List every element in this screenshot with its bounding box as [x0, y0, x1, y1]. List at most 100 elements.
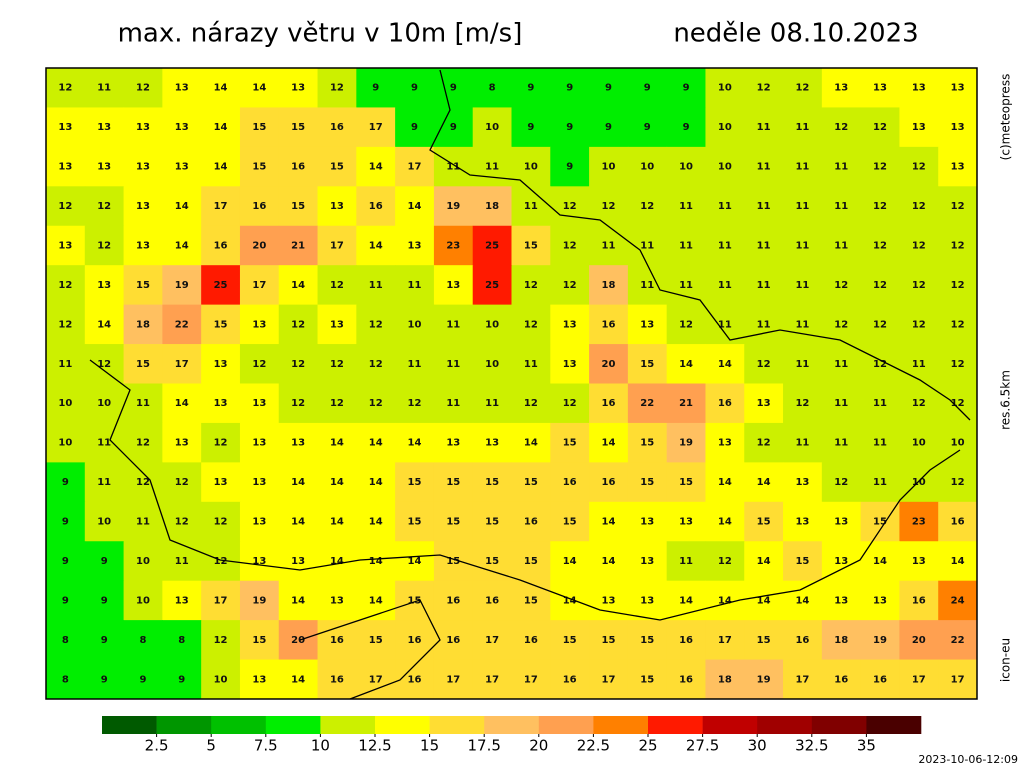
map-cell [550, 383, 590, 424]
map-cell [433, 501, 474, 542]
map-cell [278, 383, 319, 424]
cell-value: 12 [951, 240, 965, 251]
cell-value: 13 [136, 122, 150, 133]
map-cell [821, 580, 862, 621]
cell-value: 10 [485, 122, 499, 133]
cell-value: 13 [408, 240, 422, 251]
cell-value: 16 [679, 674, 693, 685]
cell-value: 17 [524, 674, 538, 685]
cell-value: 16 [602, 319, 616, 330]
cell-value: 12 [951, 359, 965, 370]
map-cell [395, 146, 435, 187]
cell-value: 11 [795, 319, 809, 330]
cell-value: 18 [136, 319, 150, 330]
map-cell [84, 501, 125, 542]
map-cell [744, 501, 784, 542]
map-cell [511, 541, 551, 582]
cell-value: 12 [912, 162, 926, 173]
cell-value: 16 [408, 635, 422, 646]
cell-value: 25 [214, 280, 228, 291]
cell-value: 13 [330, 201, 344, 212]
cell-value: 11 [485, 398, 499, 409]
cell-value: 18 [485, 201, 499, 212]
map-cell [356, 225, 396, 266]
cell-value: 9 [411, 122, 418, 133]
map-cell [433, 422, 474, 463]
cell-value: 13 [873, 83, 887, 94]
map-cell [472, 344, 512, 384]
map-cell [938, 383, 978, 424]
map-cell [84, 383, 125, 424]
map-cell [705, 344, 745, 384]
map-cell [472, 541, 512, 582]
map-cell [239, 265, 280, 306]
cell-value: 11 [446, 162, 460, 173]
map-cell [123, 225, 163, 266]
cell-value: 12 [136, 83, 150, 94]
map-cell [783, 344, 823, 384]
map-cell [46, 620, 86, 661]
map-cell [511, 659, 551, 700]
map-cell [589, 344, 629, 384]
cell-value: 12 [330, 83, 344, 94]
cell-value: 11 [834, 398, 848, 409]
map-cell [666, 541, 706, 582]
map-cell [472, 620, 512, 661]
resolution: res.6.5km [999, 370, 1013, 430]
cell-value: 13 [912, 122, 926, 133]
map-cell [783, 659, 823, 700]
map-cell [84, 304, 125, 345]
map-cell [239, 225, 280, 266]
map-cell [472, 422, 512, 463]
borders [89, 69, 971, 700]
cell-value: 11 [175, 556, 189, 567]
cell-value: 9 [139, 674, 146, 685]
cell-value: 9 [644, 83, 651, 94]
cell-value: 16 [330, 122, 344, 133]
cell-value: 8 [178, 635, 185, 646]
cell-value: 13 [951, 83, 965, 94]
map-cell [201, 225, 241, 266]
cell-value: 16 [214, 240, 228, 251]
colorbar-bin [702, 716, 758, 734]
cell-value: 11 [757, 240, 771, 251]
map-cell [589, 462, 629, 503]
cell-value: 14 [291, 674, 305, 685]
cell-value: 12 [912, 398, 926, 409]
cell-value: 15 [563, 517, 577, 528]
map-cell [705, 265, 745, 306]
cell-value: 22 [951, 635, 965, 646]
map-cell [162, 225, 202, 266]
map-cell [938, 462, 978, 503]
cell-value: 13 [252, 517, 266, 528]
cell-value: 11 [834, 201, 848, 212]
cell-value: 17 [795, 674, 809, 685]
cell-value: 12 [679, 319, 693, 330]
cell-value: 14 [408, 201, 422, 212]
cell-value: 12 [330, 359, 344, 370]
cell-value: 9 [62, 595, 69, 606]
map-cell [123, 107, 163, 148]
cell-value: 15 [524, 556, 538, 567]
cell-value: 10 [912, 438, 926, 449]
cell-value: 15 [524, 595, 538, 606]
cell-value: 12 [757, 438, 771, 449]
map-cell [472, 186, 512, 227]
cell-value: 20 [252, 240, 266, 251]
cell-value: 14 [369, 517, 383, 528]
map-cell [627, 146, 668, 187]
colorbar-tick-label: 22.5 [577, 737, 610, 755]
cell-value: 13 [795, 517, 809, 528]
map-cell [627, 580, 668, 621]
cell-value: 8 [62, 674, 69, 685]
cell-value: 13 [873, 595, 887, 606]
cell-value: 22 [175, 319, 189, 330]
map-cell [84, 422, 125, 463]
map-cell [201, 462, 241, 503]
cell-value: 10 [136, 556, 150, 567]
cell-value: 12 [834, 477, 848, 488]
map-cell [84, 462, 125, 503]
map-cell [899, 501, 939, 542]
cell-value: 17 [485, 674, 499, 685]
map-cell [821, 462, 862, 503]
